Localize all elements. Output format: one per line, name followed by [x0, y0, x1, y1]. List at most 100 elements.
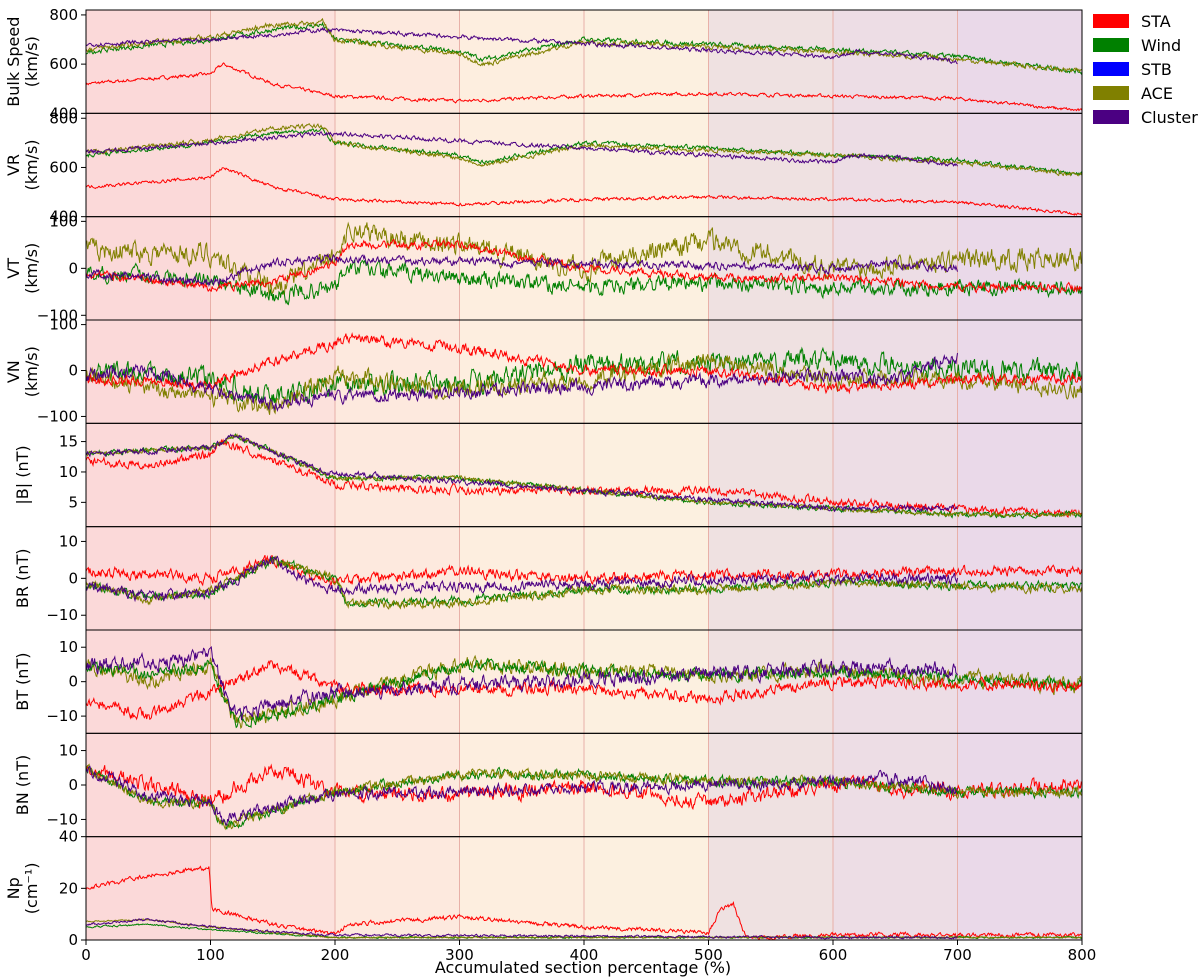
series-cluster-line: [86, 352, 958, 412]
y-axis-label: VT: [4, 258, 23, 279]
series-sta-line: [86, 659, 1082, 721]
panel-5: −10 0 10 BR (nT): [13, 526, 1083, 631]
x-axis: 0 100 200 300 400 500 600 700 800: [81, 940, 1096, 964]
series-wind-line: [86, 21, 1082, 75]
series-cluster-line: [86, 252, 958, 288]
y-tick-label: 100: [49, 316, 78, 334]
series-wind-line: [86, 127, 1082, 177]
series-sta-line: [86, 238, 1082, 294]
panel-2: −100 0 100 VT (km/s): [4, 212, 1083, 324]
y-tick-label: 800: [49, 6, 78, 24]
y-axis-label: Bulk Speed: [4, 17, 23, 107]
x-tick-label: 300: [445, 946, 474, 964]
y-tick-label: 0: [68, 259, 78, 277]
series-ace-line: [86, 221, 1082, 295]
x-axis-label: Accumulated section percentage (%): [435, 958, 731, 977]
y-tick-label: 600: [49, 158, 78, 176]
panel-6-series: [86, 646, 1082, 730]
series-sta-line: [86, 438, 1082, 518]
panel-5-series: [86, 554, 1082, 610]
legend: STA Wind STB ACE Cluster: [1093, 12, 1198, 127]
series-sta-line: [86, 62, 1082, 112]
y-axis-label: VN: [4, 360, 23, 383]
series-ace-line: [86, 555, 1082, 610]
legend-label-wind: Wind: [1141, 36, 1181, 55]
y-tick-label: 15: [59, 433, 78, 451]
x-tick-label: 700: [943, 946, 972, 964]
section-band-0: [86, 10, 211, 940]
y-tick-label: −10: [46, 606, 78, 624]
y-axis-label: BN (nT): [13, 755, 32, 815]
x-tick-label: 0: [81, 946, 91, 964]
x-tick-label: 800: [1068, 946, 1097, 964]
series-cluster-line: [86, 765, 958, 826]
x-tick-label: 500: [694, 946, 723, 964]
legend-label-stb: STB: [1141, 60, 1172, 79]
y-axis-label: (km/s): [22, 346, 41, 397]
y-axis-label: BT (nT): [13, 653, 32, 711]
legend-swatch-wind: [1093, 38, 1129, 52]
y-axis-label: (cm⁻¹): [22, 862, 41, 914]
panel-3-series: [86, 331, 1082, 415]
panel-6: −10 0 10 BT (nT): [13, 629, 1083, 734]
y-axis-label: (km/s): [22, 243, 41, 294]
panel-0-series: [86, 17, 1082, 112]
y-tick-label: −10: [46, 707, 78, 725]
section-band-6: [833, 10, 958, 940]
section-band-5: [708, 10, 833, 940]
panel-3: −100 0 100 VN (km/s): [4, 316, 1083, 425]
legend-swatch-ace: [1093, 86, 1129, 100]
legend-label-ace: ACE: [1141, 84, 1173, 103]
y-tick-label: 10: [59, 532, 78, 550]
series-cluster-line: [86, 646, 958, 721]
section-band-7: [957, 10, 1082, 940]
y-tick-label: 0: [68, 776, 78, 794]
y-tick-label: 40: [59, 828, 78, 846]
series-cluster-line: [86, 918, 958, 940]
y-tick-label: −10: [46, 810, 78, 828]
y-tick-label: −100: [37, 407, 78, 425]
y-tick-label: 10: [59, 742, 78, 760]
y-tick-label: 0: [68, 931, 78, 949]
y-axis-label: BR (nT): [13, 549, 32, 609]
panel-4: 5 10 15 |B| (nT): [13, 422, 1083, 528]
y-tick-label: 20: [59, 879, 78, 897]
legend-swatch-sta: [1093, 14, 1129, 28]
y-tick-label: 10: [59, 463, 78, 481]
y-tick-label: 800: [49, 109, 78, 127]
x-tick-label: 600: [819, 946, 848, 964]
legend-swatch-stb: [1093, 62, 1129, 76]
y-tick-label: 5: [68, 493, 78, 511]
series-sta-line: [86, 865, 1082, 941]
legend-label-sta: STA: [1141, 12, 1171, 31]
panel-4-series: [86, 432, 1082, 520]
series-cluster-line: [86, 131, 958, 167]
y-axis-label: (km/s): [22, 139, 41, 190]
y-tick-label: 0: [68, 673, 78, 691]
series-sta-line: [86, 167, 1082, 217]
x-tick-label: 100: [196, 946, 225, 964]
y-tick-label: −100: [37, 306, 78, 324]
x-tick-label: 200: [321, 946, 350, 964]
y-tick-label: 10: [59, 638, 78, 656]
series-ace-line: [86, 763, 1082, 831]
panel-7: −10 0 10 BN (nT): [13, 732, 1083, 838]
series-wind-line: [86, 657, 1082, 729]
section-shading: [86, 10, 1082, 940]
panel-1-series: [86, 123, 1082, 217]
legend-swatch-cluster: [1093, 110, 1129, 124]
legend-label-cluster: Cluster: [1141, 108, 1198, 127]
panel-8-series: [86, 865, 1082, 941]
series-cluster-line: [86, 26, 958, 65]
y-axis-label: |B| (nT): [13, 445, 32, 504]
panel-7-series: [86, 763, 1082, 831]
y-tick-label: 100: [49, 212, 78, 230]
panel-2-series: [86, 221, 1082, 306]
y-axis-label: VR: [4, 154, 23, 176]
y-tick-label: 0: [68, 569, 78, 587]
series-cluster-line: [86, 555, 958, 603]
y-tick-label: 400: [49, 208, 78, 226]
y-axis-label: (km/s): [22, 36, 41, 87]
